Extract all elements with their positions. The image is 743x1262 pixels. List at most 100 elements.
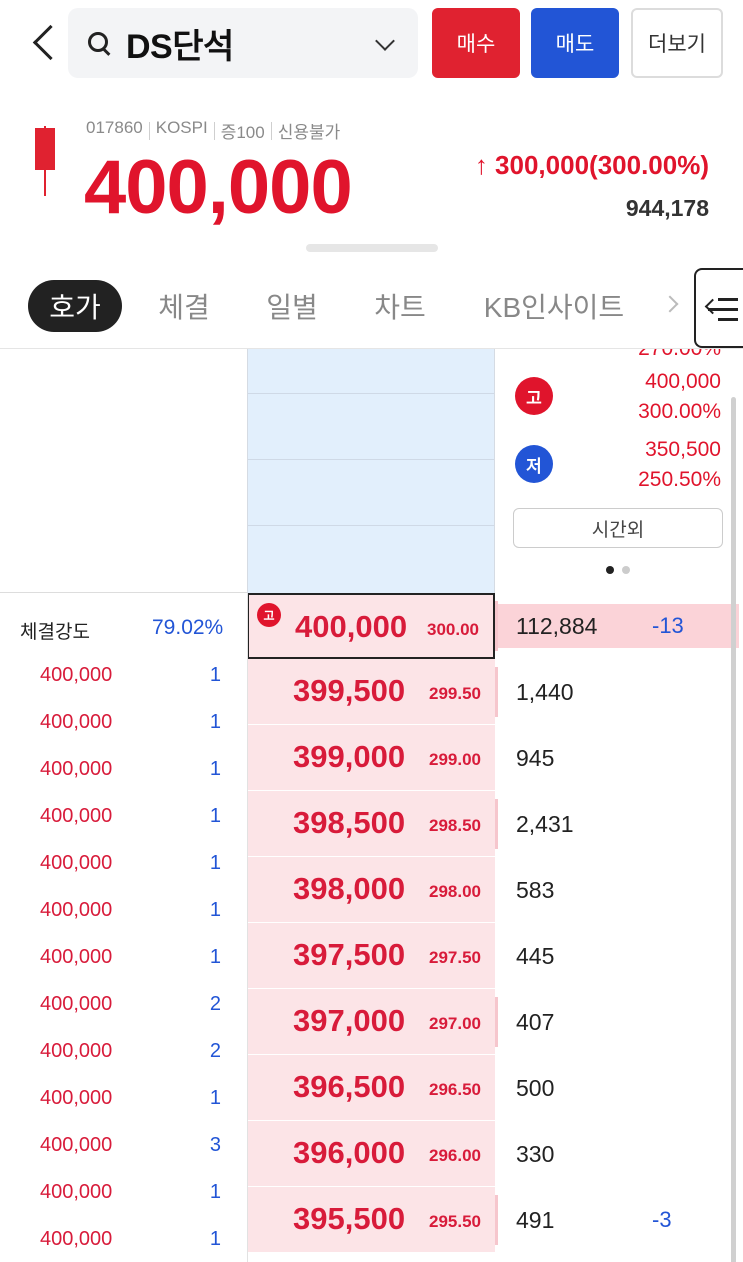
buy-button[interactable]: 매수 [432,8,520,78]
trade-price: 400,000 [40,946,113,968]
bid-volume: 945 [516,745,555,771]
orderbook-row[interactable]: 398,500 298.50 2,431 [0,791,743,857]
tab-orderbook[interactable]: 호가 [28,280,122,332]
bid-price: 398,500 [293,805,406,840]
price-cell[interactable]: 397,500 297.50 [247,923,495,989]
side-panel-toggle-icon[interactable] [694,268,743,348]
candle-body [35,128,55,170]
high-badge: 고 [515,377,553,415]
volume-bar [495,601,498,651]
bid-pct: 295.50 [429,1212,481,1231]
bid-pct: 299.50 [429,684,481,703]
trade-price: 400,000 [40,711,113,733]
credit-status: 신용불가 [277,123,341,142]
orderbook-row[interactable]: 399,000 299.00 945 [0,725,743,791]
price-cell[interactable]: 395,500 295.50 [247,1187,495,1253]
trade-row: 400,000 1 [0,795,247,842]
trade-qty: 1 [209,1228,221,1250]
bid-price: 399,500 [293,673,406,708]
trade-price: 400,000 [40,1040,113,1062]
trade-price: 400,000 [40,1181,113,1203]
search-icon [86,30,112,56]
low-badge: 저 [515,445,553,483]
bid-volume: 500 [516,1075,555,1101]
stock-name: DS단석 [126,27,234,66]
stock-market: KOSPI [155,118,208,137]
tab-kb-insight[interactable]: KB인사이트 [483,292,625,323]
high-pct: 300.00% [638,400,721,423]
orderbook-row[interactable]: 397,000 297.00 407 [0,989,743,1055]
high-badge-icon: 고 [257,603,281,627]
volume-bar [495,1195,498,1245]
after-hours-button[interactable]: 시간외 [513,508,723,548]
bid-price: 396,000 [293,1135,406,1170]
trade-price: 400,000 [40,805,113,827]
trade-volume: 944,178 [625,195,709,221]
bid-volume: 445 [516,943,555,969]
margin-rate: 증100 [220,123,265,142]
trade-row: 400,000 3 [0,1124,247,1171]
bid-price: 399,000 [293,739,406,774]
trade-price: 400,000 [40,899,113,921]
orderbook-row[interactable]: 397,500 297.50 445 [0,923,743,989]
bid-pct: 297.50 [429,948,481,967]
chevron-down-icon[interactable] [375,31,395,51]
sell-side-empty [247,349,495,593]
orderbook-row[interactable]: 398,000 298.00 583 [0,857,743,923]
orderbook-row[interactable]: 399,500 299.50 1,440 [0,659,743,725]
bid-price: 396,500 [293,1069,406,1104]
price-cell[interactable]: 396,000 296.00 [247,1121,495,1187]
trade-price: 400,000 [40,852,113,874]
orderbook-row[interactable]: 고 400,000 300.00 112,884 -13 [0,593,743,659]
divider [0,348,743,349]
trade-price: 400,000 [40,664,113,686]
bid-price: 397,000 [293,1003,406,1038]
price-cell[interactable]: 396,500 296.50 [247,1055,495,1121]
trade-qty: 1 [209,1181,221,1203]
orderbook-row[interactable]: 395,500 295.50 491 -3 [0,1187,743,1253]
meta-divider [213,121,215,140]
chevron-right-icon[interactable] [661,295,679,313]
stock-search-box[interactable]: DS단석 [68,8,418,78]
bid-volume: 330 [516,1141,555,1167]
bid-volume: 1,440 [516,679,574,705]
trade-qty: 1 [209,899,221,921]
price-cell[interactable]: 398,000 298.00 [247,857,495,923]
volume-bar [495,997,498,1047]
bid-price: 395,500 [293,1201,406,1236]
more-button[interactable]: 더보기 [631,8,723,78]
orderbook-row[interactable]: 396,000 296.00 330 [0,1121,743,1187]
meta-divider [270,121,272,140]
price-cell[interactable]: 399,000 299.00 [247,725,495,791]
trade-row: 400,000 1 [0,936,247,983]
bid-pct: 296.00 [429,1146,481,1165]
low-pct: 250.50% [638,468,721,491]
tab-trades[interactable]: 체결 [158,292,210,323]
trade-qty: 2 [209,1040,221,1062]
bid-pct: 298.00 [429,882,481,901]
sell-button[interactable]: 매도 [531,8,619,78]
price-cell[interactable]: 398,500 298.50 [247,791,495,857]
page-dot-active[interactable] [606,566,614,574]
bid-price: 398,000 [293,871,406,906]
scrollbar[interactable] [731,397,736,1262]
trade-row: 400,000 1 [0,701,247,748]
price-cell[interactable]: 397,000 297.00 [247,989,495,1055]
trade-row: 400,000 1 [0,748,247,795]
trade-price: 400,000 [40,993,113,1015]
top-bar: DS단석 매수 매도 더보기 [0,0,743,86]
bid-pct: 297.00 [429,1014,481,1033]
back-icon[interactable] [30,24,60,64]
trade-price: 400,000 [40,1134,113,1156]
trade-qty: 1 [209,1087,221,1109]
trade-price: 400,000 [40,1087,113,1109]
bid-pct: 296.50 [429,1080,481,1099]
price-cell[interactable]: 고 400,000 300.00 [247,593,495,659]
tab-chart[interactable]: 차트 [374,292,426,323]
tab-daily[interactable]: 일별 [266,292,318,323]
page-dot[interactable] [622,566,630,574]
price-change: ↑ 300,000(300.00%) [474,150,709,180]
price-cell[interactable]: 399,500 299.50 [247,659,495,725]
orderbook-row[interactable]: 396,500 296.50 500 [0,1055,743,1121]
drag-handle[interactable] [306,244,438,252]
